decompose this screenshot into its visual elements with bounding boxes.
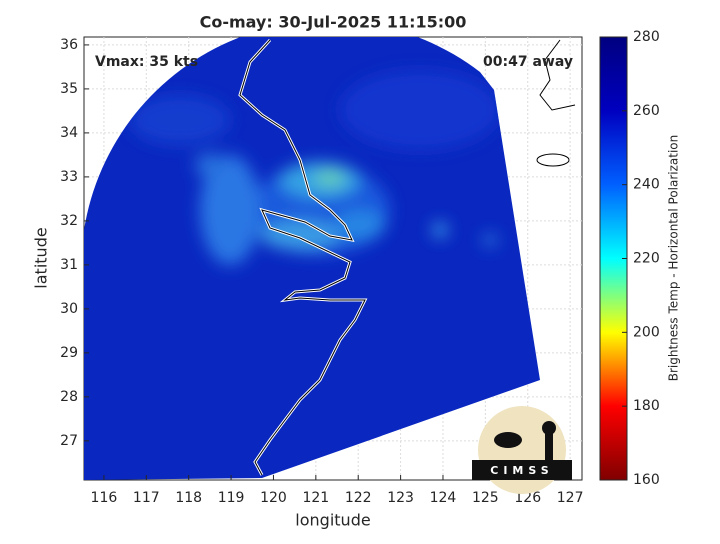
colorbar-tick-label: 200 xyxy=(633,324,660,340)
y-tick-label: 32 xyxy=(60,213,78,229)
x-tick-label: 125 xyxy=(472,490,499,506)
annotation: Vmax: 35 kts xyxy=(95,54,198,70)
colorbar-ticks: 160 180 200 220 240 260 280 xyxy=(622,29,660,488)
x-tick-label: 119 xyxy=(218,490,245,506)
x-tick-label: 120 xyxy=(260,490,287,506)
x-tick-label: 121 xyxy=(302,490,329,506)
colorbar-tick-label: 180 xyxy=(633,398,660,414)
logo: CIMSS xyxy=(472,406,572,494)
chart-title: Co-may: 30-Jul-2025 11:15:00 xyxy=(200,13,467,32)
axes: 116 117 118 119 120 121 122 123 124 125 126 127 27 28… xyxy=(60,37,583,506)
colorbar-label: Brightness Temp - Horizontal Polarizatio… xyxy=(667,135,681,382)
x-tick-label: 126 xyxy=(514,490,541,506)
y-tick-label: 29 xyxy=(60,345,78,361)
colorbar-tick-label: 240 xyxy=(633,177,660,193)
logo-text: CIMSS xyxy=(490,464,553,477)
x-tick-label: 127 xyxy=(557,490,584,506)
y-tick-label: 31 xyxy=(60,257,78,273)
y-tick-label: 34 xyxy=(60,125,78,141)
annotation: 00:47 away xyxy=(483,54,573,70)
y-axis-label: latitude xyxy=(32,227,51,288)
x-tick-label: 116 xyxy=(91,490,118,506)
y-tick-label: 33 xyxy=(60,169,78,185)
y-tick-label: 35 xyxy=(60,81,78,97)
y-tick-label: 36 xyxy=(60,37,78,53)
x-tick-label: 124 xyxy=(430,490,457,506)
x-tick-label: 117 xyxy=(133,490,160,506)
colorbar-tick-label: 220 xyxy=(633,251,660,267)
colorbar-tick-label: 260 xyxy=(633,103,660,119)
y-tick-label: 28 xyxy=(60,389,78,405)
y-tick-label: 30 xyxy=(60,301,78,317)
colorbar-tick-label: 280 xyxy=(633,29,660,45)
x-tick-label: 118 xyxy=(175,490,202,506)
x-tick-label: 123 xyxy=(387,490,414,506)
y-tick-label: 27 xyxy=(60,433,78,449)
satellite-image xyxy=(84,37,576,480)
x-axis-label: longitude xyxy=(295,511,370,530)
x-tick-label: 122 xyxy=(345,490,372,506)
colorbar-tick-label: 160 xyxy=(633,472,660,488)
